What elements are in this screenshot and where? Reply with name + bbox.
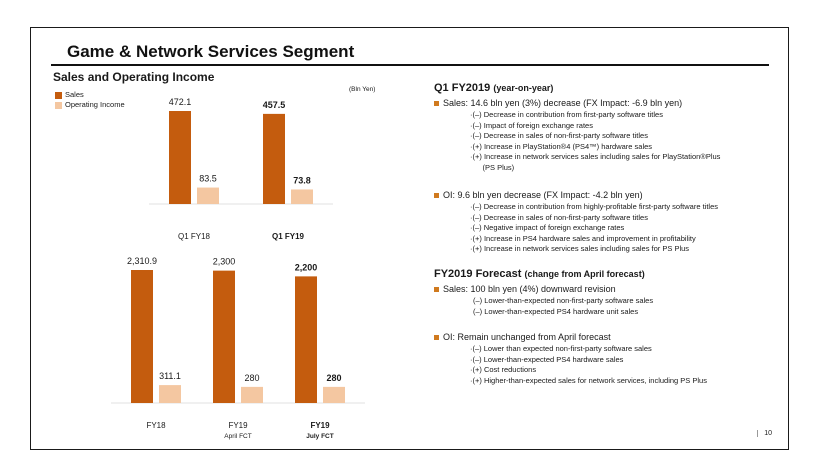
forecast-heading: FY2019 Forecast (change from April forec… [434, 268, 645, 280]
list-item: ·(–) Decrease in sales of non-first-part… [470, 212, 648, 222]
forecast-oi-bullet: OI: Remain unchanged from April forecast [434, 332, 611, 342]
data-label: 311.1 [159, 371, 181, 381]
data-label: 2,300 [213, 257, 236, 267]
forecast-title-sub: (change from April forecast) [524, 269, 645, 279]
page-number: 10 [757, 430, 772, 437]
category-sublabel: April FCT [224, 433, 251, 440]
legend-label-operating-income: Operating Income [65, 100, 125, 109]
list-item: ·(+) Increase in network services sales … [470, 152, 721, 162]
data-label: 472.1 [169, 97, 192, 107]
operating-income-bar [159, 385, 181, 403]
data-label: 73.8 [293, 175, 311, 185]
data-label: 457.5 [263, 100, 286, 110]
q1-oi-bullet-text: OI: 9.6 bln yen decrease (FX Impact: -4.… [443, 190, 643, 200]
sales-bar [295, 276, 317, 403]
legend-swatch-sales [55, 91, 62, 99]
chart-legend: Sales Operating Income [55, 90, 125, 110]
list-item: ·(–) Decrease in contribution from first… [470, 110, 663, 119]
category-sublabel: July FCT [306, 433, 333, 440]
page-title: Game & Network Services Segment [67, 42, 355, 61]
unit-label: (Bln Yen) [349, 86, 376, 93]
data-label: 280 [244, 373, 259, 383]
forecast-sales-bullet: Sales: 100 bln yen (4%) downward revisio… [434, 284, 616, 294]
list-item: ·(–) Decrease in sales of non-first-part… [470, 131, 648, 141]
q1-sales-items: ·(–) Decrease in contribution from first… [470, 110, 720, 174]
forecast-sales-items: (–) Lower-than-expected non-first-party … [473, 296, 653, 317]
list-item: ·(+) Increase in network services sales … [470, 244, 690, 254]
list-item: (–) Lower-than-expected non-first-party … [473, 296, 654, 305]
bar-charts: 472.1 83.5 Q1 FY18 457.5 73.8 Q1 FY19 2,310.9 3… [111, 97, 365, 440]
list-item: ·(–) Negative impact of foreign exchange… [470, 223, 625, 233]
category-label: FY18 [146, 421, 166, 430]
list-item: ·(+) Increase in PlayStation®4 (PS4™) ha… [470, 141, 653, 151]
list-item: ·(–) Lower than expected non-first-party… [470, 344, 652, 353]
category-label: Q1 FY19 [272, 232, 305, 241]
sales-bar [213, 270, 235, 403]
q1-title: Q1 FY2019 [434, 82, 491, 94]
operating-income-bar [323, 386, 345, 403]
category-label: FY19 [310, 421, 330, 430]
list-item: ·(+) Higher-than-expected sales for netw… [470, 375, 707, 385]
category-label: FY19 [228, 421, 248, 430]
q1-oi-bullet: OI: 9.6 bln yen decrease (FX Impact: -4.… [434, 190, 643, 200]
legend-item-sales: Sales [55, 90, 125, 100]
category-label: Q1 FY18 [178, 232, 211, 241]
q1-heading: Q1 FY2019 (year-on-year) [434, 82, 553, 94]
list-item: ·(+) Cost reductions [470, 365, 537, 375]
list-item: (–) Lower-than-expected PS4 hardware uni… [473, 306, 639, 316]
bullet-icon [434, 100, 439, 106]
sales-bar [131, 270, 153, 403]
slide: Game & Network Services Segment Sales an… [30, 27, 789, 450]
list-item: ·(–) Lower-than-expected PS4 hardware sa… [470, 354, 624, 364]
forecast-sales-bullet-text: Sales: 100 bln yen (4%) downward revisio… [443, 284, 616, 294]
forecast-oi-items: ·(–) Lower than expected non-first-party… [470, 344, 707, 386]
operating-income-bar [291, 189, 313, 204]
q1-title-sub: (year-on-year) [493, 83, 554, 93]
q1-sales-bullet-text: Sales: 14.6 bln yen (3%) decrease (FX Im… [443, 98, 683, 108]
legend-label-sales: Sales [65, 90, 84, 99]
title-divider [51, 64, 769, 66]
q1-oi-items: ·(–) Decrease in contribution from highl… [470, 202, 718, 255]
legend-swatch-operating-income [55, 101, 62, 109]
operating-income-bar [197, 187, 219, 204]
bullet-icon [434, 286, 439, 292]
data-label: 2,200 [295, 262, 318, 272]
forecast-oi-bullet-text: OI: Remain unchanged from April forecast [443, 332, 611, 342]
bullet-icon [434, 334, 439, 340]
legend-item-operating-income: Operating Income [55, 100, 125, 110]
list-item: (PS Plus) [470, 162, 515, 172]
sales-bar [169, 111, 191, 204]
q1-sales-bullet: Sales: 14.6 bln yen (3%) decrease (FX Im… [434, 98, 682, 108]
data-label: 280 [326, 373, 341, 383]
sales-bar [263, 113, 285, 204]
chart-heading: Sales and Operating Income [53, 70, 215, 84]
data-label: 2,310.9 [127, 256, 157, 266]
data-label: 83.5 [199, 174, 217, 184]
list-item: ·(–) Decrease in contribution from highl… [470, 202, 719, 211]
list-item: ·(–) Impact of foreign exchange rates [470, 120, 593, 130]
bullet-icon [434, 192, 439, 198]
list-item: ·(+) Increase in PS4 hardware sales and … [470, 233, 696, 243]
operating-income-bar [241, 386, 263, 403]
forecast-title: FY2019 Forecast [434, 268, 522, 280]
